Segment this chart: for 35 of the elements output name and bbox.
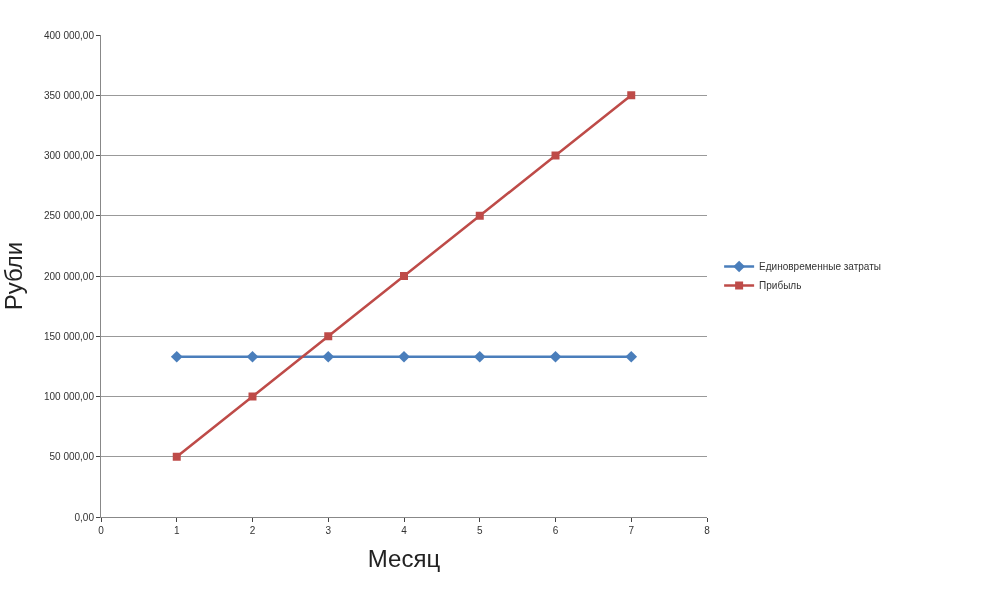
y-tick-label: 300 000,00 — [43, 150, 95, 161]
y-tick-label: 150 000,00 — [43, 330, 95, 342]
legend-label: Прибыль — [759, 280, 802, 292]
point — [551, 151, 560, 160]
y-tick-label: 350 000,00 — [43, 89, 95, 101]
y-tick-label: 400 000,00 — [43, 29, 95, 41]
x-tick-label: 2 — [249, 525, 256, 536]
y-tick-label: 100 000,00 — [43, 391, 95, 402]
point — [473, 350, 486, 363]
point — [625, 350, 638, 363]
point — [627, 91, 636, 100]
y-tick-label: 200 000,00 — [43, 270, 95, 282]
y-tick-label: 250 000,00 — [43, 210, 95, 222]
point — [324, 332, 333, 341]
point — [549, 350, 562, 363]
x-tick-label: 5 — [476, 525, 483, 536]
point — [246, 350, 259, 363]
point — [400, 272, 408, 280]
point — [475, 211, 484, 220]
x-tick-label: 7 — [628, 525, 635, 536]
x-tick-label: 4 — [401, 525, 408, 536]
point — [170, 350, 183, 363]
y-tick-label: 50 000,00 — [49, 451, 95, 463]
point — [398, 350, 410, 363]
y-axis-title: Рубли — [0, 241, 27, 311]
point — [248, 392, 257, 401]
x-tick-label: 3 — [325, 525, 332, 536]
point — [172, 452, 181, 461]
x-tick-label: 8 — [704, 525, 711, 536]
x-axis-title: Месяц — [367, 545, 441, 573]
legend-label: Единовременные затраты — [759, 261, 881, 273]
x-tick-label: 0 — [98, 525, 105, 536]
y-tick-label: 0,00 — [74, 511, 95, 523]
x-tick-label: 1 — [173, 525, 180, 536]
x-tick-label: 6 — [552, 525, 559, 536]
